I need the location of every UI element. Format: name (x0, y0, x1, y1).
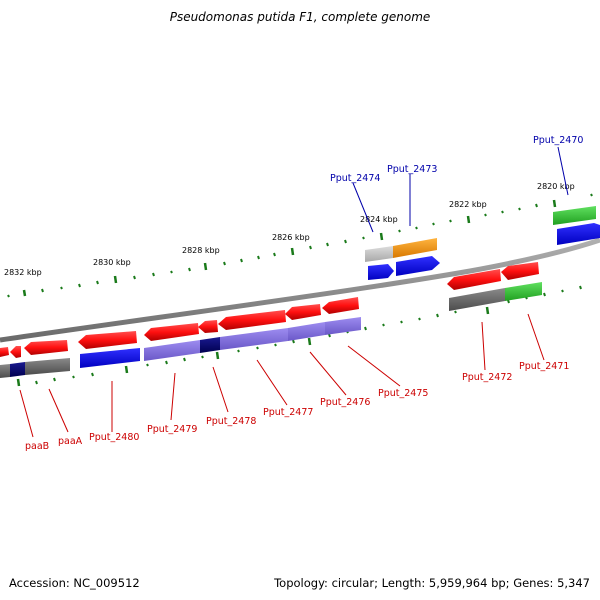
gene-arrow (218, 310, 286, 330)
gene-arrow (557, 223, 600, 245)
cds-block (393, 238, 437, 258)
gene-arrow (0, 347, 9, 357)
tick-label: 2824 kbp (360, 215, 398, 224)
cds-block (200, 337, 220, 353)
bottom-labels: paaB paaA Pput_2480 Pput_2479 Pput_2478 … (25, 361, 569, 452)
tick-label: 2822 kbp (449, 200, 487, 209)
cds-block (365, 246, 393, 262)
gene-label: paaB (25, 441, 49, 452)
gene-arrow (501, 262, 539, 280)
tick-label: 2830 kbp (93, 258, 131, 267)
gene-arrow (78, 331, 137, 349)
cds-block (144, 340, 200, 361)
gene-label: Pput_2472 (462, 372, 512, 383)
gene-label: Pput_2475 (378, 388, 428, 399)
cds-block (10, 362, 25, 377)
tick-label: 2828 kbp (182, 246, 220, 255)
cds-block (325, 317, 361, 335)
genome-stats-text: Topology: circular; Length: 5,959,964 bp… (274, 576, 590, 590)
top-leader-lines (352, 146, 569, 233)
forward-strand-genes (0, 262, 539, 358)
gene-arrow (285, 304, 321, 320)
gene-label: Pput_2478 (206, 416, 256, 427)
cds-block (0, 364, 10, 378)
cds-block (449, 288, 505, 311)
gene-arrow (144, 323, 199, 341)
tick-label: 2820 kbp (537, 182, 575, 191)
genome-backbone (0, 237, 600, 343)
cds-block (220, 328, 288, 350)
gene-arrow (198, 320, 218, 333)
gene-label: Pput_2473 (387, 164, 437, 175)
gene-arrow (10, 346, 21, 358)
tick-label: 2826 kbp (272, 233, 310, 242)
gene-label: Pput_2474 (330, 173, 380, 184)
gene-label: Pput_2479 (147, 424, 197, 435)
tick-label: 2832 kbp (4, 268, 42, 277)
gene-arrow (447, 269, 501, 290)
gene-label: paaA (58, 436, 83, 447)
cds-block (25, 358, 70, 375)
major-ticks (16, 199, 557, 387)
accession-text: Accession: NC_009512 (9, 576, 140, 590)
gene-arrow (24, 340, 68, 355)
gene-arrow (396, 256, 440, 276)
gene-arrow (322, 297, 359, 314)
tick-labels: 2832 kbp 2830 kbp 2828 kbp 2826 kbp 2824… (4, 182, 575, 277)
gene-label: Pput_2477 (263, 407, 313, 418)
top-labels: Pput_2474 Pput_2473 Pput_2470 (330, 135, 583, 184)
reverse-strand-genes (365, 206, 600, 280)
cds-block (505, 282, 542, 301)
gene-arrow (368, 264, 394, 280)
gene-label: Pput_2480 (89, 432, 139, 443)
gene-label: Pput_2471 (519, 361, 569, 372)
cds-block (553, 206, 596, 225)
map-title: Pseudomonas putida F1, complete genome (169, 10, 431, 24)
gene-label: Pput_2476 (320, 397, 370, 408)
bottom-leader-lines (19, 313, 545, 438)
cds-block (288, 322, 325, 341)
gene-label: Pput_2470 (533, 135, 583, 146)
cds-row (0, 282, 542, 378)
upper-tick-arc (7, 193, 593, 298)
cds-block (80, 348, 140, 368)
